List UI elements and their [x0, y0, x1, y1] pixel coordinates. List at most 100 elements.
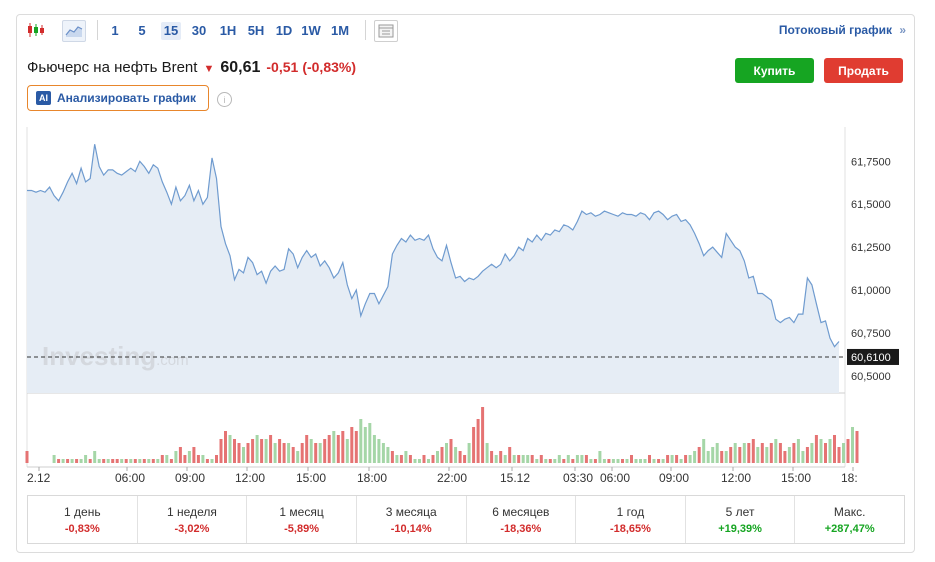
- volume-bar: [201, 455, 205, 463]
- volume-bar: [571, 459, 575, 463]
- volume-bar: [287, 443, 291, 463]
- volume-bar: [778, 443, 782, 463]
- sell-button[interactable]: Продать: [824, 58, 903, 83]
- volume-bar: [720, 451, 724, 463]
- volume-bar: [814, 435, 818, 463]
- volume-bar: [837, 447, 841, 463]
- interval-1d[interactable]: 1D: [275, 23, 293, 38]
- volume-bar: [233, 439, 236, 463]
- volume-bar: [742, 443, 746, 463]
- price-change: -0,51: [266, 59, 299, 75]
- volume-bar: [805, 447, 809, 463]
- volume-bar: [526, 455, 530, 463]
- volume-bar: [269, 435, 273, 463]
- volume-bar: [84, 455, 88, 463]
- interval-5[interactable]: 5: [138, 23, 146, 38]
- y-tick-label: 61,0000: [851, 285, 891, 297]
- period-label: 1 день: [64, 504, 101, 519]
- analyze-chart-button[interactable]: AI Анализировать график: [27, 85, 209, 111]
- volume-bar: [323, 439, 327, 463]
- volume-bar: [787, 447, 791, 463]
- arrow-down-icon: ▼: [203, 63, 215, 75]
- volume-bar: [517, 455, 521, 463]
- interval-15[interactable]: 15: [161, 22, 181, 40]
- volume-bar: [724, 451, 728, 463]
- volume-bar: [215, 455, 218, 463]
- volume-bar: [824, 443, 827, 463]
- interval-1[interactable]: 1: [111, 23, 119, 38]
- x-tick-label: 18:00: [357, 471, 387, 485]
- period-change: -3,02%: [174, 522, 210, 535]
- volume-bar: [147, 459, 151, 463]
- volume-bar: [399, 455, 403, 463]
- period-cell[interactable]: 5 лет +19,39%: [686, 496, 796, 543]
- x-tick-label: 06:00: [600, 471, 630, 485]
- period-cell[interactable]: Макс. +287,47%: [795, 496, 904, 543]
- price-chart[interactable]: Investing.com 61,7500 61,5000 61,2500 61,00…: [17, 125, 914, 485]
- volume-bar: [729, 447, 733, 463]
- period-change: +19,39%: [718, 522, 762, 535]
- volume-bar: [593, 459, 597, 463]
- volume-bar: [562, 459, 566, 463]
- volume-bar: [652, 459, 656, 463]
- period-cell[interactable]: 1 месяц -5,89%: [247, 496, 357, 543]
- volume-bar: [801, 451, 805, 463]
- volume-bar: [508, 447, 512, 463]
- volume-bar: [661, 459, 665, 463]
- volume-bar: [684, 455, 688, 463]
- interval-30[interactable]: 30: [191, 23, 207, 38]
- volume-bar: [111, 459, 115, 463]
- volume-bar: [210, 459, 214, 463]
- volume-bar: [228, 435, 232, 463]
- buy-button[interactable]: Купить: [735, 58, 814, 83]
- volume-bar: [621, 459, 624, 463]
- volume-bar: [88, 459, 92, 463]
- volume-bar: [404, 451, 408, 463]
- area-chart-icon[interactable]: [62, 20, 86, 42]
- settings-panel-icon[interactable]: [374, 20, 398, 42]
- volume-bar: [711, 447, 715, 463]
- volume-bar: [151, 459, 155, 463]
- volume-bar: [196, 455, 200, 463]
- period-cell[interactable]: 6 месяцев -18,36%: [467, 496, 577, 543]
- period-change: +287,47%: [824, 522, 875, 535]
- interval-1m[interactable]: 1M: [330, 23, 350, 38]
- period-label: 1 неделя: [167, 504, 217, 519]
- volume-bar: [341, 431, 345, 463]
- instrument-header: Фьючерс на нефть Brent ▼ 60,61 -0,51 (-0…: [27, 59, 356, 77]
- volume-bar: [237, 443, 241, 463]
- volume-bar: [66, 459, 70, 463]
- volume-bar: [530, 455, 534, 463]
- volume-bar: [634, 459, 638, 463]
- interval-1w[interactable]: 1W: [301, 23, 321, 38]
- volume-bar: [381, 443, 385, 463]
- volume-bar: [160, 455, 164, 463]
- interval-5h[interactable]: 5H: [247, 23, 265, 38]
- volume-bar: [454, 447, 458, 463]
- volume-bar: [607, 459, 611, 463]
- volume-bar: [792, 443, 796, 463]
- interval-1h[interactable]: 1H: [219, 23, 237, 38]
- volume-bar: [625, 459, 629, 463]
- volume-bar: [512, 455, 516, 463]
- volume-bar: [566, 455, 570, 463]
- volume-bar: [584, 455, 588, 463]
- candlestick-chart-icon[interactable]: [25, 20, 47, 40]
- streaming-chart-link[interactable]: Потоковый график »: [779, 23, 906, 37]
- volume-bar: [666, 455, 670, 463]
- volume-bar: [539, 455, 543, 463]
- volume-bar: [544, 459, 548, 463]
- volume-bar: [670, 455, 674, 463]
- volume-bar: [738, 447, 742, 463]
- period-cell[interactable]: 1 неделя -3,02%: [138, 496, 248, 543]
- volume-bar: [422, 455, 426, 463]
- period-cell[interactable]: 1 год -18,65%: [576, 496, 686, 543]
- period-cell[interactable]: 1 день -0,83%: [28, 496, 138, 543]
- x-tick-label: 09:00: [659, 471, 689, 485]
- volume-bar: [61, 459, 65, 463]
- volume-bar: [499, 451, 503, 463]
- x-tick-label: 15:00: [296, 471, 326, 485]
- period-cell[interactable]: 3 месяца -10,14%: [357, 496, 467, 543]
- info-icon[interactable]: i: [217, 92, 232, 107]
- volume-bar: [138, 459, 142, 463]
